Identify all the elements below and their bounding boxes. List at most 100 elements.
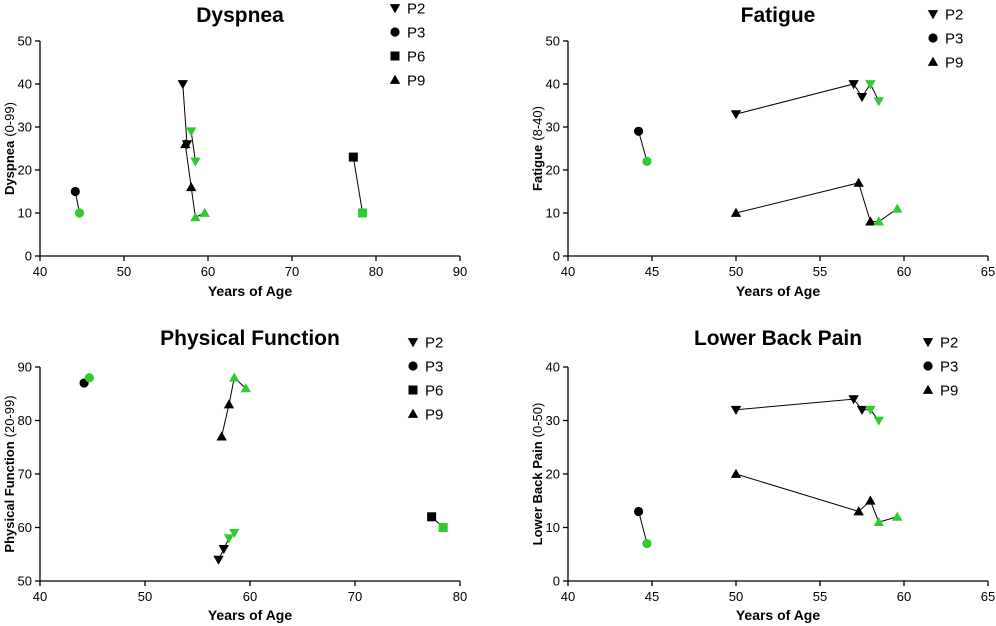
legend-label-p9: P9	[945, 55, 963, 72]
data-point	[865, 405, 876, 415]
x-tick-label: 65	[981, 589, 995, 604]
series-line	[182, 83, 188, 145]
data-point	[865, 495, 876, 505]
chart-panel-fatigue: Fatigue 40 45 50 55 60 65 0 10 20 30 40 50 Years of A…	[530, 4, 995, 299]
y-tick-label: 30	[546, 120, 560, 135]
y-tick-label: 80	[18, 413, 32, 428]
chart-title: Lower Back Pain	[694, 327, 862, 350]
legend-label-p3: P3	[407, 25, 425, 42]
legend-label-p6: P6	[425, 383, 443, 400]
data-point	[229, 372, 240, 382]
data-point	[848, 395, 859, 405]
y-tick-label: 0	[25, 249, 32, 264]
data-point	[848, 80, 859, 90]
y-tick-label: 0	[553, 574, 560, 589]
x-tick-label: 50	[117, 264, 131, 279]
series-line	[735, 82, 880, 115]
legend-marker-p2	[922, 338, 934, 348]
x-tick-label: 40	[33, 589, 47, 604]
data-point	[865, 216, 876, 226]
series-line	[184, 144, 205, 219]
legend-label-p9: P9	[407, 73, 425, 90]
chart-title: Physical Function	[160, 327, 340, 350]
series-line	[221, 376, 247, 437]
data-point	[865, 80, 876, 90]
data-point	[223, 534, 235, 544]
y-tick-label: 50	[546, 34, 560, 49]
chart-panel-dyspnea: Dyspnea 40 50 60 70 80 90 0 10 20 30 40 50 Years of A…	[2, 1, 467, 300]
series-p2	[730, 80, 884, 120]
data-point	[856, 93, 868, 103]
y-tick-label: 20	[546, 467, 560, 482]
data-point	[84, 373, 94, 383]
x-tick-label: 70	[285, 264, 299, 279]
data-point	[180, 139, 191, 149]
y-axis-label-range: (0-99)	[2, 102, 17, 137]
x-tick-label: 40	[561, 589, 575, 604]
y-axis-label-main: Lower Back Pain	[530, 441, 545, 545]
x-axis-label: Years of Age	[736, 283, 821, 299]
legend-marker-p9	[389, 74, 401, 84]
data-point	[223, 399, 235, 409]
legend-marker-p3	[408, 361, 418, 371]
series-p3	[70, 186, 85, 218]
legend-label-p2: P2	[945, 7, 963, 24]
data-point	[873, 97, 884, 107]
x-tick-label: 80	[453, 589, 467, 604]
legend-label-p6: P6	[407, 49, 425, 66]
y-tick-label: 20	[18, 163, 32, 178]
data-point	[853, 506, 864, 516]
data-point	[873, 216, 884, 226]
data-point	[427, 512, 437, 522]
x-tick-label: 60	[201, 264, 215, 279]
x-tick-label: 50	[729, 264, 743, 279]
x-tick-label: 60	[897, 589, 911, 604]
y-tick-label: 70	[18, 467, 32, 482]
legend-marker-p3	[390, 27, 400, 37]
x-tick-label: 90	[453, 264, 467, 279]
series-line	[735, 398, 880, 421]
series-line	[735, 473, 898, 523]
data-point	[642, 156, 652, 166]
data-point	[856, 405, 868, 415]
legend-label-p3: P3	[940, 359, 958, 376]
series-p2	[213, 528, 240, 565]
x-tick-label: 40	[33, 264, 47, 279]
series-line	[190, 131, 196, 162]
data-point	[633, 506, 644, 517]
x-tick-label: 55	[813, 264, 827, 279]
legend-marker-p2	[927, 10, 939, 20]
x-tick-label: 60	[243, 589, 257, 604]
x-tick-label: 45	[645, 264, 659, 279]
data-point	[190, 212, 201, 222]
legend-marker-p9	[927, 56, 939, 66]
data-point	[216, 431, 227, 441]
legend-marker-p3	[923, 361, 933, 371]
data-point	[730, 468, 742, 478]
chart-title: Fatigue	[741, 4, 816, 27]
data-point	[892, 203, 903, 213]
data-point	[177, 80, 188, 90]
data-point	[213, 555, 224, 565]
data-point	[633, 126, 644, 136]
x-tick-label: 50	[138, 589, 152, 604]
y-tick-label: 20	[546, 163, 560, 178]
series-p3	[79, 373, 94, 388]
y-axis-label-range: (0-50)	[530, 403, 545, 438]
x-tick-label: 65	[981, 264, 995, 279]
series-p9	[180, 139, 210, 222]
y-tick-label: 90	[18, 360, 32, 375]
y-axis-label: Dyspnea (0-99)	[2, 102, 17, 195]
data-point	[438, 523, 448, 532]
x-tick-label: 50	[729, 589, 743, 604]
y-tick-label: 30	[546, 413, 560, 428]
series-p9	[216, 372, 251, 441]
data-point	[218, 545, 229, 555]
data-point	[186, 127, 197, 137]
data-point	[730, 405, 742, 415]
legend-marker-p6	[390, 51, 400, 61]
y-tick-label: 10	[18, 206, 32, 221]
series-p9	[730, 177, 903, 226]
series-p6	[427, 512, 448, 532]
